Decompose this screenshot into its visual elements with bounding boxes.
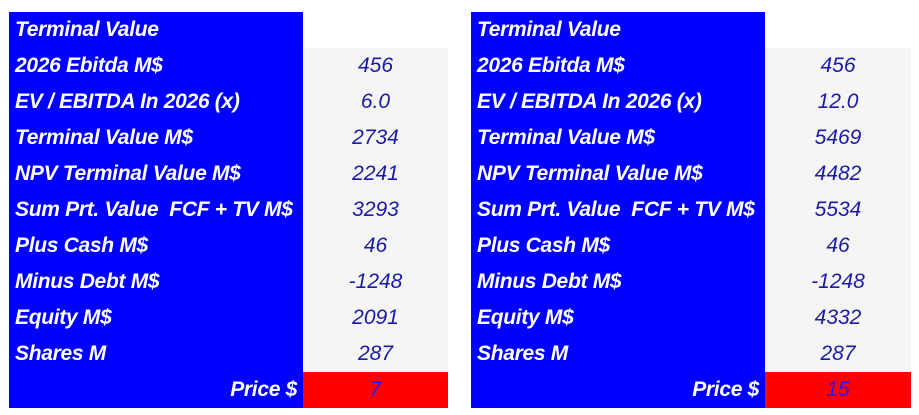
row-label: Equity M$ (471, 300, 765, 336)
price-label: Price $ (471, 372, 765, 408)
row-value: 456 (303, 48, 448, 84)
table-row: Sum Prt. Value FCF + TV M$ 3293 (9, 192, 448, 228)
table-header-row: Terminal Value (9, 12, 448, 48)
row-value: 287 (303, 336, 448, 372)
price-value: 7 (303, 372, 448, 408)
price-label: Price $ (9, 372, 303, 408)
row-value: 4332 (765, 300, 911, 336)
table-row: Plus Cash M$ 46 (9, 228, 448, 264)
table-header-row: Terminal Value (471, 12, 911, 48)
table-row: Minus Debt M$ -1248 (471, 264, 911, 300)
row-label: Equity M$ (9, 300, 303, 336)
row-label: Terminal Value M$ (9, 120, 303, 156)
row-value: -1248 (303, 264, 448, 300)
row-value: 6.0 (303, 84, 448, 120)
table-row: Equity M$ 2091 (9, 300, 448, 336)
table-row: Equity M$ 4332 (471, 300, 911, 336)
terminal-value-table-right: Terminal Value 2026 Ebitda M$ 456 EV / E… (471, 12, 911, 408)
table-row: NPV Terminal Value M$ 2241 (9, 156, 448, 192)
row-label: NPV Terminal Value M$ (9, 156, 303, 192)
row-value: 4482 (765, 156, 911, 192)
table-row: Shares M 287 (9, 336, 448, 372)
table-row: EV / EBITDA In 2026 (x) 6.0 (9, 84, 448, 120)
row-label: 2026 Ebitda M$ (9, 48, 303, 84)
row-value: 12.0 (765, 84, 911, 120)
row-label: NPV Terminal Value M$ (471, 156, 765, 192)
row-label: Plus Cash M$ (471, 228, 765, 264)
table-row: Minus Debt M$ -1248 (9, 264, 448, 300)
row-value: 2241 (303, 156, 448, 192)
row-value: 5534 (765, 192, 911, 228)
table-row: 2026 Ebitda M$ 456 (9, 48, 448, 84)
table-row: 2026 Ebitda M$ 456 (471, 48, 911, 84)
table-row: EV / EBITDA In 2026 (x) 12.0 (471, 84, 911, 120)
row-label: Shares M (9, 336, 303, 372)
row-value: 46 (765, 228, 911, 264)
row-value: 456 (765, 48, 911, 84)
row-label: EV / EBITDA In 2026 (x) (9, 84, 303, 120)
header-blank-cell (765, 12, 911, 48)
table-row: NPV Terminal Value M$ 4482 (471, 156, 911, 192)
row-label: Sum Prt. Value FCF + TV M$ (471, 192, 765, 228)
row-label: EV / EBITDA In 2026 (x) (471, 84, 765, 120)
row-label: Plus Cash M$ (9, 228, 303, 264)
row-value: -1248 (765, 264, 911, 300)
table-row: Terminal Value M$ 5469 (471, 120, 911, 156)
row-label: 2026 Ebitda M$ (471, 48, 765, 84)
row-value: 2734 (303, 120, 448, 156)
table-header: Terminal Value (9, 12, 303, 48)
row-value: 2091 (303, 300, 448, 336)
valuation-table: Terminal Value 2026 Ebitda M$ 456 EV / E… (471, 12, 911, 408)
price-row: Price $ 15 (471, 372, 911, 408)
row-label: Minus Debt M$ (9, 264, 303, 300)
table-row: Sum Prt. Value FCF + TV M$ 5534 (471, 192, 911, 228)
header-blank-cell (303, 12, 448, 48)
row-label: Minus Debt M$ (471, 264, 765, 300)
price-value: 15 (765, 372, 911, 408)
row-value: 5469 (765, 120, 911, 156)
row-value: 46 (303, 228, 448, 264)
price-row: Price $ 7 (9, 372, 448, 408)
row-label: Terminal Value M$ (471, 120, 765, 156)
row-label: Shares M (471, 336, 765, 372)
row-value: 287 (765, 336, 911, 372)
table-row: Shares M 287 (471, 336, 911, 372)
table-header: Terminal Value (471, 12, 765, 48)
terminal-value-table-left: Terminal Value 2026 Ebitda M$ 456 EV / E… (9, 12, 448, 408)
valuation-table: Terminal Value 2026 Ebitda M$ 456 EV / E… (9, 12, 448, 408)
row-value: 3293 (303, 192, 448, 228)
table-row: Terminal Value M$ 2734 (9, 120, 448, 156)
table-row: Plus Cash M$ 46 (471, 228, 911, 264)
row-label: Sum Prt. Value FCF + TV M$ (9, 192, 303, 228)
